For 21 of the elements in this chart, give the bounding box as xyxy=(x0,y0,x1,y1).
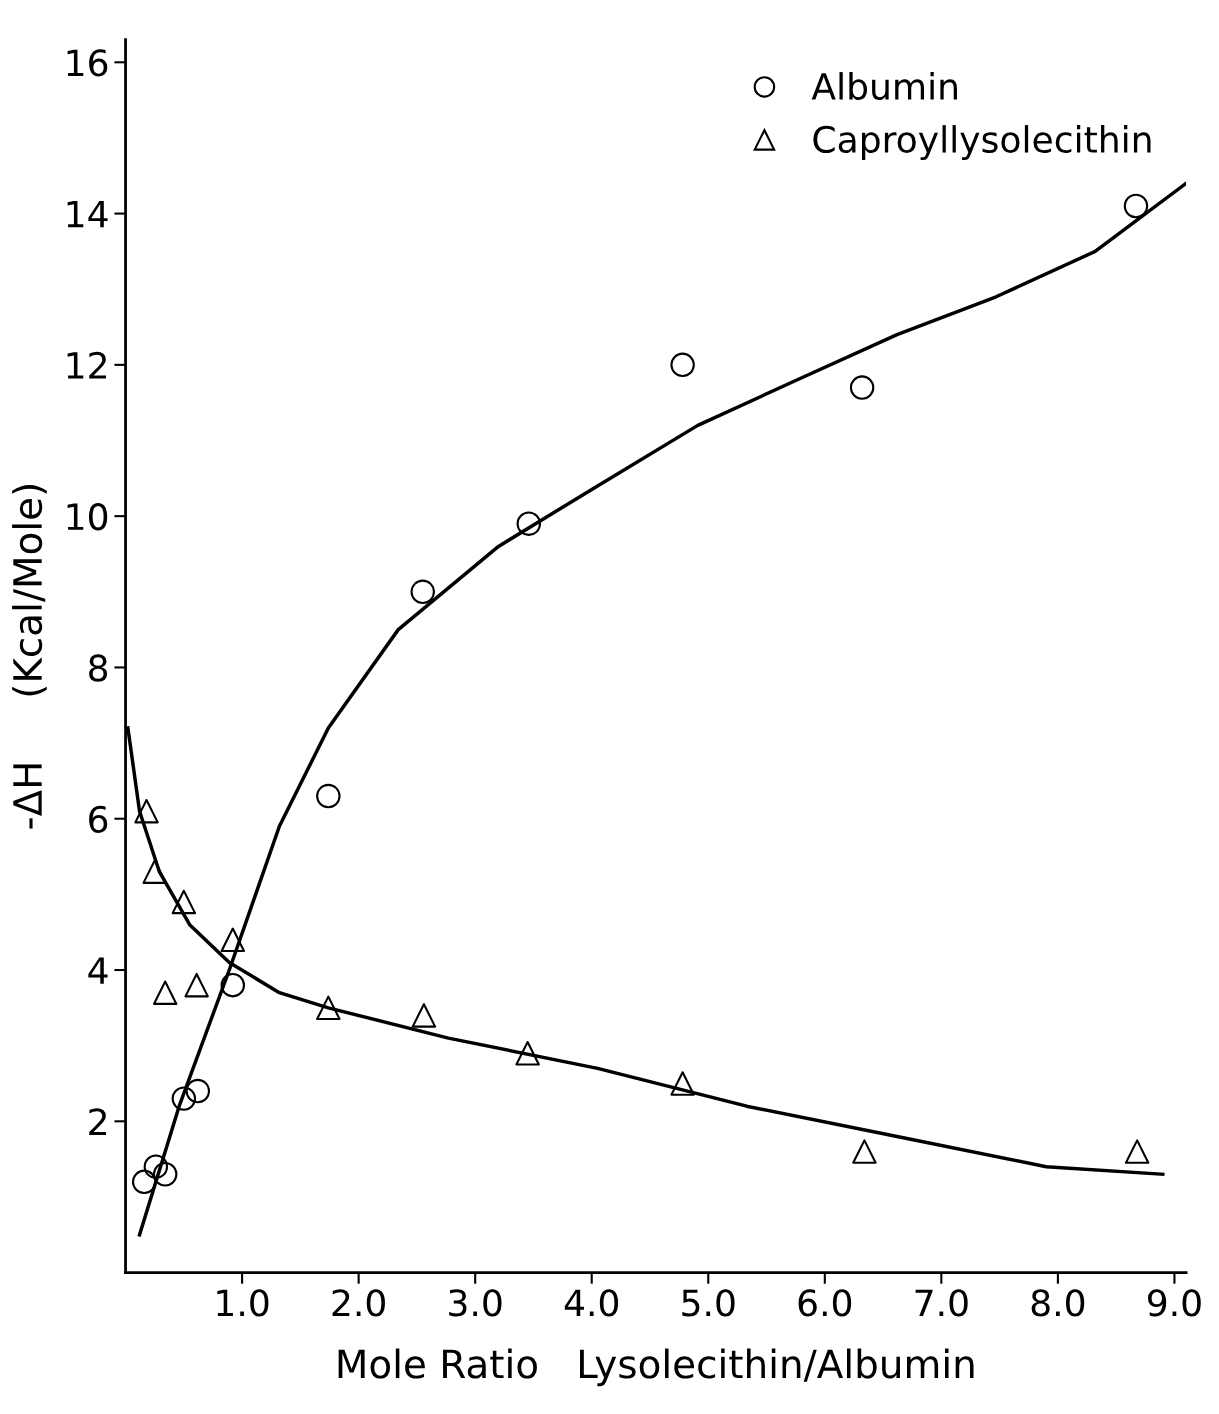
y-axis-title: -ΔH (Kcal/Mole) xyxy=(12,485,47,829)
y-tick-label: 4 xyxy=(88,957,108,984)
y-tick-label: 12 xyxy=(67,351,106,379)
x-tick-label: 1.0 xyxy=(217,1289,269,1317)
x-tick-label: 6.0 xyxy=(798,1289,852,1317)
y-tick-label: 8 xyxy=(89,654,108,682)
x-tick-label: 3.0 xyxy=(449,1289,502,1317)
y-tick-label: 14 xyxy=(67,200,108,228)
y-tick-label: 10 xyxy=(67,503,108,531)
x-tick-label: 7.0 xyxy=(915,1289,968,1317)
y-tick-label: 6 xyxy=(89,805,108,833)
x-tick-label: 2.0 xyxy=(332,1289,385,1317)
y-tick-label: 16 xyxy=(67,49,108,77)
legend-label: Caproyllysolecithin xyxy=(813,125,1151,161)
x-tick-label: 4.0 xyxy=(564,1289,619,1317)
x-tick-label: 5.0 xyxy=(682,1289,735,1317)
x-axis-title: Mole Ratio Lysolecithin/Albumin xyxy=(338,1348,974,1387)
legend-label: Albumin xyxy=(811,72,957,101)
y-tick-label: 2 xyxy=(89,1108,106,1136)
x-tick-label: 9.0 xyxy=(1147,1289,1201,1317)
x-tick-label: 8.0 xyxy=(1031,1289,1085,1317)
